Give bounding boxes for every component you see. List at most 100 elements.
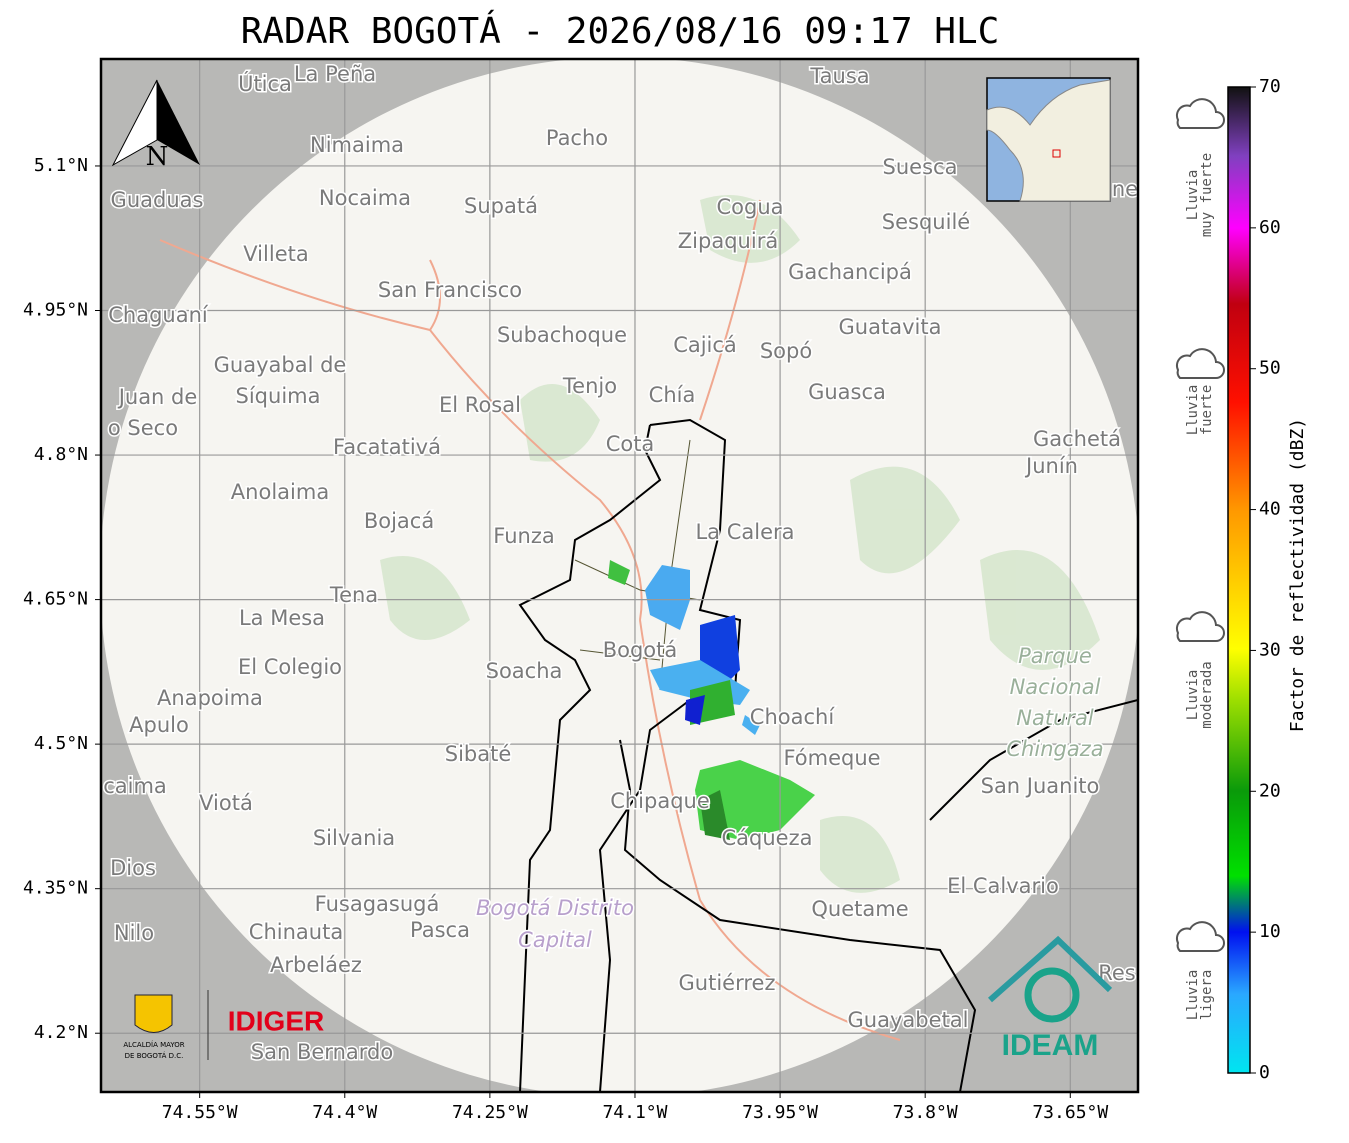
place-label: Fusagasugá — [315, 892, 440, 916]
alcaldia-text: ALCALDÍA MAYOR — [123, 1040, 184, 1049]
weather-icon — [1175, 348, 1225, 379]
inset-map — [986, 77, 1111, 202]
place-label: Sesquilé — [882, 210, 970, 234]
place-label: Anapoima — [157, 686, 263, 710]
north-label: N — [146, 142, 169, 172]
place-label: Chía — [649, 383, 696, 407]
lat-tick-label: 4.35°N — [23, 878, 88, 899]
place-label: Sibaté — [445, 742, 512, 766]
park-label: Nacional — [1010, 675, 1101, 699]
place-label: Cáqueza — [722, 826, 813, 850]
place-label: ne — [1112, 177, 1138, 201]
place-label: Guayabal de — [214, 353, 347, 377]
place-label: Guayabetal — [848, 1008, 969, 1032]
place-label: Facatativá — [333, 435, 441, 459]
lon-tick-label: 73.65°W — [1032, 1102, 1108, 1123]
place-labels: Útica La Peña Tausa Pacho Nimaima Guaduas Noca… — [102, 61, 1138, 1066]
place-label: Gutiérrez — [679, 971, 776, 995]
lat-tick-label: 5.1°N — [34, 155, 88, 176]
place-label: Guatavita — [839, 315, 942, 339]
rain-label: Lluvia — [1185, 670, 1201, 721]
place-label: Gachetá — [1033, 427, 1121, 451]
colorbar — [1227, 86, 1251, 1074]
lon-tick-label: 73.95°W — [742, 1102, 818, 1123]
ideam-text: IDEAM — [1002, 1029, 1099, 1062]
place-label: Nocaima — [319, 186, 411, 210]
place-label: Tena — [329, 583, 378, 607]
place-label: San Francisco — [378, 278, 522, 302]
place-label: Viotá — [199, 791, 253, 815]
place-label: Cogua — [716, 195, 783, 219]
place-label: Guaduas — [111, 188, 204, 212]
place-label: Sopó — [760, 339, 812, 363]
place-label: o Seco — [108, 416, 178, 440]
lon-tick-label: 73.8°W — [893, 1102, 958, 1123]
rain-label: Lluvia — [1185, 170, 1201, 221]
place-label: Junín — [1024, 454, 1078, 478]
lat-tick-label: 4.8°N — [34, 444, 88, 465]
place-label: Dios — [110, 856, 156, 880]
place-label: Chipaque — [610, 789, 710, 813]
logo-alcaldia: ALCALDÍA MAYOR DE BOGOTÁ D.C. — [123, 990, 209, 1060]
district-label: Bogotá Distrito — [476, 896, 634, 920]
place-label: Guasca — [808, 380, 886, 404]
lon-tick-label: 74.1°W — [602, 1102, 667, 1123]
place-label: Chinauta — [249, 920, 343, 944]
lat-tick-label: 4.5°N — [34, 733, 88, 754]
place-label: Juan de — [117, 385, 198, 409]
graticule — [101, 59, 1138, 1092]
logo-ideam: IDEAM — [988, 935, 1113, 1062]
colorbar-tick-label: 60 — [1259, 217, 1281, 238]
place-label: Cota — [606, 432, 655, 456]
rain-label: moderada — [1199, 661, 1215, 728]
place-label: Silvania — [313, 826, 395, 850]
place-label: Pacho — [546, 126, 608, 150]
place-label: Supatá — [464, 194, 538, 218]
place-label: Pasca — [410, 918, 470, 942]
colorbar-tick-label: 0 — [1259, 1062, 1270, 1083]
colorbar-tick-label: 50 — [1259, 358, 1281, 379]
place-label: Útica — [238, 71, 292, 96]
place-label: El Rosal — [439, 393, 521, 417]
place-label: Subachoque — [497, 323, 627, 347]
place-label: Choachí — [750, 705, 836, 729]
place-label: San Bernardo — [251, 1040, 393, 1064]
rain-label: muy fuerte — [1199, 153, 1215, 237]
lon-tick-label: 74.4°W — [312, 1102, 377, 1123]
place-label: Bogotá — [603, 638, 678, 662]
colorbar-label: Factor de reflectividad (dBZ) — [1287, 418, 1308, 732]
colorbar-tick-label: 70 — [1259, 76, 1281, 97]
place-label: Cajicá — [673, 333, 737, 357]
place-label: El Colegio — [238, 655, 342, 679]
place-label: Tausa — [809, 64, 869, 88]
place-label: Quetame — [811, 897, 908, 921]
terrain — [380, 195, 1100, 893]
place-label: Funza — [493, 524, 554, 548]
idiger-logo: IDIGER — [228, 1005, 324, 1036]
lon-tick-label: 74.55°W — [162, 1102, 238, 1123]
place-label: La Peña — [294, 62, 376, 86]
lat-tick-label: 4.95°N — [23, 300, 88, 321]
colorbar-tick-label: 40 — [1259, 499, 1281, 520]
rain-label: Lluvia — [1185, 970, 1201, 1021]
lon-tick-label: 74.25°W — [452, 1102, 528, 1123]
place-label: Bojacá — [364, 509, 434, 533]
place-label: Tenjo — [562, 374, 617, 398]
axis-ticks: 74.55°W 74.4°W 74.25°W 74.1°W 73.95°W 73.8°W 7… — [23, 155, 1108, 1123]
weather-icon — [1175, 98, 1225, 129]
alcaldia-text: DE BOGOTÁ D.C. — [125, 1051, 184, 1060]
colorbar-tick-label: 30 — [1259, 639, 1281, 660]
place-label: La Calera — [695, 520, 794, 544]
north-arrow-right — [157, 80, 200, 165]
place-label: Arbeláez — [270, 953, 362, 977]
map-frame — [99, 57, 1140, 1094]
colorbar-tick-label: 10 — [1259, 921, 1281, 942]
weather-icon — [1175, 921, 1225, 952]
place-label: San Juanito — [981, 774, 1100, 798]
map: Útica La Peña Tausa Pacho Nimaima Guaduas Noca… — [101, 59, 1138, 1092]
rain-label: Lluvia — [1185, 385, 1201, 436]
rain-label: fuerte — [1199, 385, 1215, 436]
rain-label: ligera — [1199, 970, 1215, 1021]
lat-tick-label: 4.2°N — [34, 1022, 88, 1043]
